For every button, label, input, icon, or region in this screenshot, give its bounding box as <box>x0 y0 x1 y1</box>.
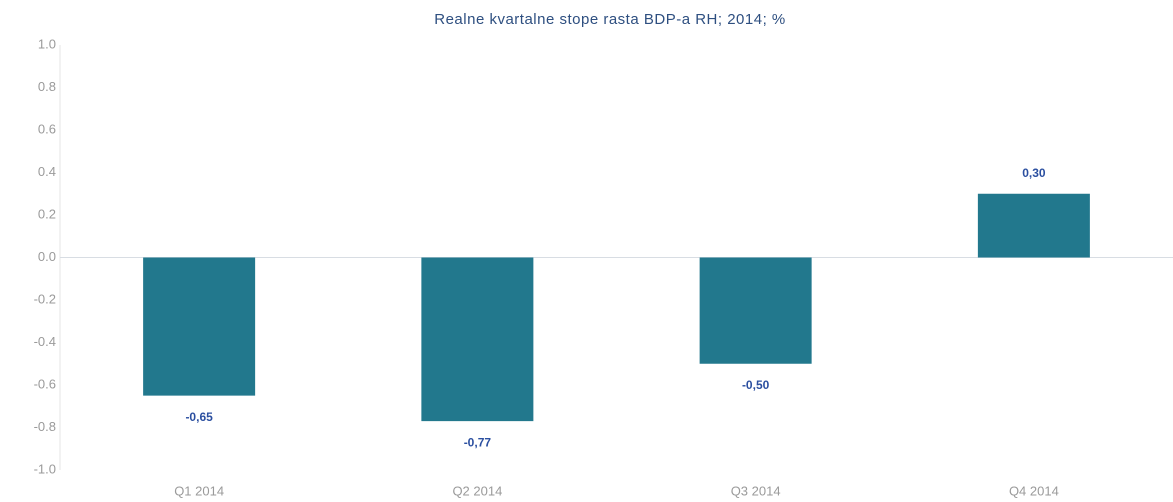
chart-title: Realne kvartalne stope rasta BDP-a RH; 2… <box>434 11 786 28</box>
x-tick-label: Q1 2014 <box>174 483 224 498</box>
data-label: -0,77 <box>464 435 492 449</box>
y-tick-label: 0.2 <box>38 206 56 221</box>
x-tick-label: Q2 2014 <box>452 483 502 498</box>
y-tick-label: 1.0 <box>38 36 56 51</box>
y-tick-label: -1.0 <box>34 461 56 476</box>
y-tick-label: -0.6 <box>34 376 56 391</box>
y-tick-label: -0.8 <box>34 419 56 434</box>
y-tick-label: 0.4 <box>38 164 56 179</box>
data-label: 0,30 <box>1022 166 1046 180</box>
data-label: -0,65 <box>185 410 213 424</box>
x-tick-label: Q3 2014 <box>731 483 781 498</box>
bar <box>421 257 534 422</box>
bar <box>143 257 256 396</box>
y-tick-label: 0.8 <box>38 79 56 94</box>
y-tick-label: -0.2 <box>34 291 56 306</box>
y-tick-label: 0.6 <box>38 121 56 136</box>
y-tick-label: -0.4 <box>34 334 56 349</box>
data-label: -0,50 <box>742 378 770 392</box>
x-tick-label: Q4 2014 <box>1009 483 1059 498</box>
y-tick-label: 0.0 <box>38 249 56 264</box>
bar <box>699 257 812 364</box>
bar <box>977 193 1090 258</box>
